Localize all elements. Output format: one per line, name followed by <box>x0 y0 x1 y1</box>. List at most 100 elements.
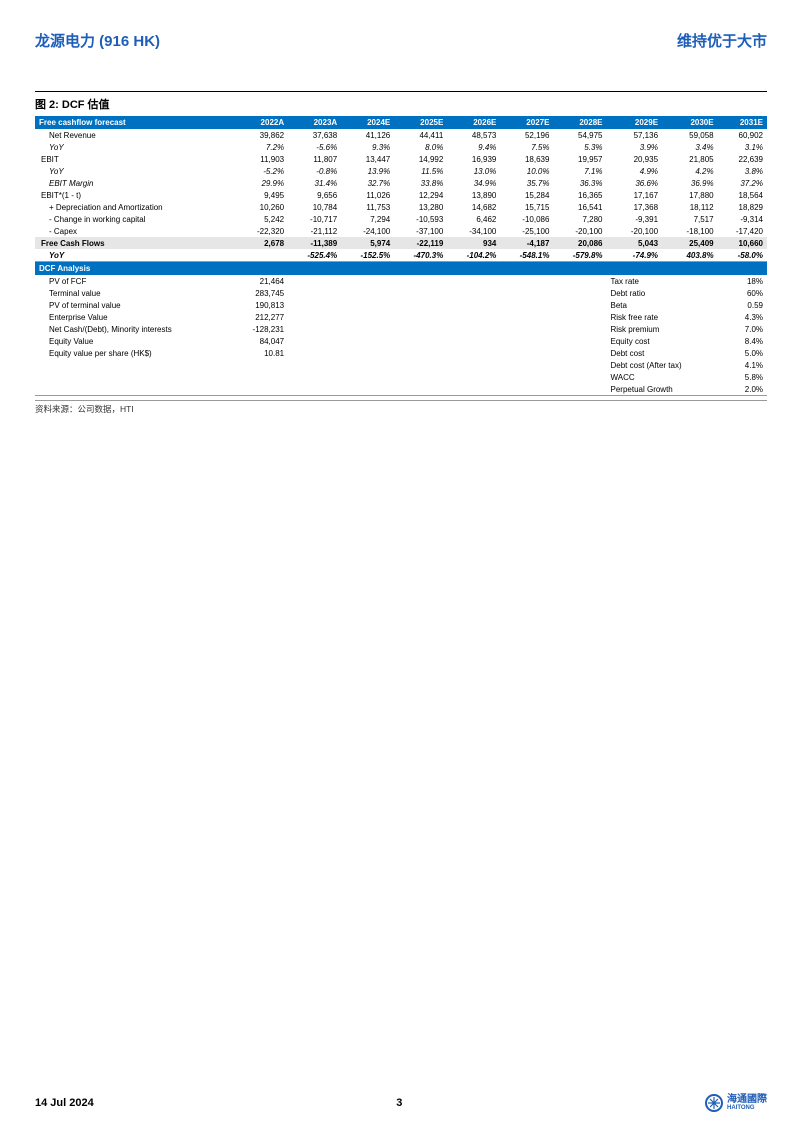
page-footer: 14 Jul 2024 3 海通國際 HAITONG <box>35 1094 767 1112</box>
cell-value: 8.0% <box>394 141 447 153</box>
spacer-cell <box>394 335 447 347</box>
spacer-cell <box>341 359 394 371</box>
cell-value: 22,639 <box>718 153 767 165</box>
cell-value: 12,294 <box>394 189 447 201</box>
spacer-cell <box>394 275 447 287</box>
spacer-cell <box>288 347 341 359</box>
spacer-cell <box>394 371 447 383</box>
table-row: Debt cost (After tax)4.1% <box>35 359 767 371</box>
row-label: Net Revenue <box>35 129 233 141</box>
footer-date: 14 Jul 2024 <box>35 1097 94 1109</box>
table-row: Enterprise Value212,277Risk free rate4.3… <box>35 311 767 323</box>
dcf-left-label: Enterprise Value <box>35 311 233 323</box>
year-col: 2031E <box>718 116 767 129</box>
row-label: EBIT <box>35 153 233 165</box>
cell-value: 7.2% <box>233 141 289 153</box>
dcf-left-value: -128,231 <box>233 323 289 335</box>
cell-value: -74.9% <box>607 249 663 262</box>
spacer-cell <box>288 299 341 311</box>
spacer-cell <box>447 335 500 347</box>
spacer-cell <box>288 311 341 323</box>
company-title: 龙源电力 (916 HK) <box>35 30 160 51</box>
cell-value: -20,100 <box>607 225 663 237</box>
cell-value <box>233 249 289 262</box>
cell-value: 37.2% <box>718 177 767 189</box>
cell-value: 14,682 <box>447 201 500 213</box>
cell-value: 4.9% <box>607 165 663 177</box>
cell-value: 7.5% <box>500 141 553 153</box>
cell-value: 9,495 <box>233 189 289 201</box>
dcf-right-value: 0.59 <box>718 299 767 311</box>
spacer-cell <box>553 335 606 347</box>
cell-value: 44,411 <box>394 129 447 141</box>
spacer-cell <box>288 335 341 347</box>
table-row: - Capex-22,320-21,112-24,100-37,100-34,1… <box>35 225 767 237</box>
spacer-cell <box>341 275 394 287</box>
spacer-cell <box>341 287 394 299</box>
dcf-left-label <box>35 371 233 383</box>
cell-value: -525.4% <box>288 249 341 262</box>
dcf-left-value <box>233 359 289 371</box>
table-row: Terminal value283,745Debt ratio60% <box>35 287 767 299</box>
cell-value: 2,678 <box>233 237 289 249</box>
year-col: 2025E <box>394 116 447 129</box>
cell-value: 13,447 <box>341 153 394 165</box>
spacer-cell <box>341 383 394 396</box>
dcf-left-label: Net Cash/(Debt), Minority interests <box>35 323 233 335</box>
dcf-right-label: Risk premium <box>607 323 718 335</box>
cell-value: 29.9% <box>233 177 289 189</box>
spacer-cell <box>553 275 606 287</box>
dcf-right-label: Debt ratio <box>607 287 718 299</box>
cell-value: 11,026 <box>341 189 394 201</box>
spacer-cell <box>553 383 606 396</box>
spacer-cell <box>447 287 500 299</box>
spacer-cell <box>553 323 606 335</box>
cell-value: 10.0% <box>500 165 553 177</box>
logo-text: 海通國際 HAITONG <box>727 1095 767 1111</box>
spacer-cell <box>394 347 447 359</box>
cell-value: 16,541 <box>553 201 606 213</box>
spacer-cell <box>500 275 553 287</box>
cell-value: 5,242 <box>233 213 289 225</box>
cell-value: -25,100 <box>500 225 553 237</box>
table-row: YoY-5.2%-0.8%13.9%11.5%13.0%10.0%7.1%4.9… <box>35 165 767 177</box>
year-col: 2029E <box>607 116 663 129</box>
cell-value: 41,126 <box>341 129 394 141</box>
dcf-left-value: 212,277 <box>233 311 289 323</box>
cell-value: 48,573 <box>447 129 500 141</box>
cell-value: 36.9% <box>662 177 718 189</box>
cell-value: 31.4% <box>288 177 341 189</box>
cell-value: -20,100 <box>553 225 606 237</box>
spacer-cell <box>288 383 341 396</box>
dcf-right-label: Beta <box>607 299 718 311</box>
table-row: EBIT*(1 - t)9,4959,65611,02612,29413,890… <box>35 189 767 201</box>
spacer-cell <box>288 371 341 383</box>
spacer-cell <box>553 287 606 299</box>
cell-value: 21,805 <box>662 153 718 165</box>
cell-value: 19,957 <box>553 153 606 165</box>
spacer-cell <box>447 383 500 396</box>
dcf-right-label: Equity cost <box>607 335 718 347</box>
cell-value: 9.4% <box>447 141 500 153</box>
cell-value: 60,902 <box>718 129 767 141</box>
dcf-right-value: 8.4% <box>718 335 767 347</box>
cell-value: 17,368 <box>607 201 663 213</box>
row-label: - Capex <box>35 225 233 237</box>
spacer-cell <box>500 323 553 335</box>
cell-value: -470.3% <box>394 249 447 262</box>
cell-value: 403.8% <box>662 249 718 262</box>
cell-value: 11,753 <box>341 201 394 213</box>
cell-value: -0.8% <box>288 165 341 177</box>
row-label: Free Cash Flows <box>35 237 233 249</box>
cell-value: 57,136 <box>607 129 663 141</box>
row-label: EBIT Margin <box>35 177 233 189</box>
dcf-table: Free cashflow forecast2022A2023A2024E202… <box>35 116 767 396</box>
spacer-cell <box>341 335 394 347</box>
year-col: 2026E <box>447 116 500 129</box>
dcf-left-label <box>35 383 233 396</box>
spacer-cell <box>447 299 500 311</box>
source-note: 资料来源：公司数据，HTI <box>35 400 767 415</box>
page-header: 龙源电力 (916 HK) 维持优于大市 <box>35 30 767 51</box>
haitong-logo-icon <box>705 1094 723 1112</box>
cell-value: 18,639 <box>500 153 553 165</box>
